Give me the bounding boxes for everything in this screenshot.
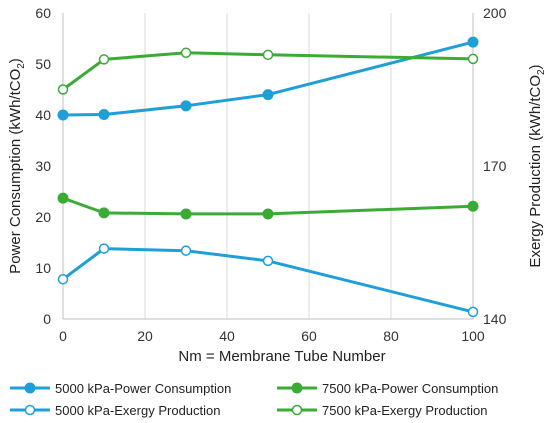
data-point bbox=[467, 306, 479, 318]
data-point bbox=[57, 192, 69, 204]
data-point bbox=[98, 207, 110, 219]
y-left-tick-label: 10 bbox=[35, 260, 51, 276]
legend-marker bbox=[291, 382, 303, 394]
x-tick-label: 100 bbox=[461, 328, 485, 344]
legend-label: 7500 kPa-Power Consumption bbox=[322, 381, 498, 396]
data-point bbox=[180, 100, 192, 112]
x-tick-label: 20 bbox=[137, 328, 153, 344]
x-tick-label: 60 bbox=[301, 328, 317, 344]
series-3 bbox=[57, 243, 479, 318]
legend-label: 7500 kPa-Exergy Production bbox=[322, 403, 487, 418]
y-left-tick-label: 40 bbox=[35, 107, 51, 123]
y-left-tick-label: 60 bbox=[35, 5, 51, 21]
y-left-axis-title: Power Consumption (kWh/tCO2) bbox=[7, 58, 27, 274]
legend-label: 5000 kPa-Power Consumption bbox=[55, 381, 231, 396]
x-axis-title: Nm = Membrane Tube Number bbox=[178, 348, 385, 365]
legend-item: 5000 kPa-Power Consumption bbox=[10, 381, 231, 396]
data-point bbox=[467, 200, 479, 212]
legend-item: 7500 kPa-Exergy Production bbox=[277, 403, 487, 418]
data-point bbox=[262, 89, 274, 101]
series-1 bbox=[57, 36, 479, 121]
data-point bbox=[180, 208, 192, 220]
data-point bbox=[57, 109, 69, 121]
legend-label: 5000 kPa-Exergy Production bbox=[55, 403, 220, 418]
y-right-tick-label: 170 bbox=[483, 158, 507, 174]
data-point bbox=[57, 84, 69, 95]
data-point bbox=[180, 245, 192, 256]
y-right-tick-label: 140 bbox=[483, 311, 507, 327]
legend-item: 5000 kPa-Exergy Production bbox=[10, 403, 220, 418]
data-point bbox=[467, 53, 479, 65]
tick-labels: 0 20 40 60 80 100 0 10 20 30 40 50 60 140 170 200 bbox=[35, 5, 506, 344]
x-tick-label: 0 bbox=[59, 328, 67, 344]
x-tick-label: 80 bbox=[383, 328, 399, 344]
series-4 bbox=[57, 47, 479, 95]
y-right-axis-title: Exergy Production (kWh/tCO2) bbox=[527, 64, 547, 267]
series bbox=[57, 36, 479, 318]
y-left-tick-label: 50 bbox=[35, 56, 51, 72]
data-point bbox=[262, 49, 274, 61]
x-tick-label: 40 bbox=[219, 328, 235, 344]
legend-marker bbox=[24, 404, 36, 416]
y-left-tick-label: 20 bbox=[35, 209, 51, 225]
data-point bbox=[98, 243, 110, 254]
data-point bbox=[262, 255, 274, 267]
legend: 5000 kPa-Power Consumption 7500 kPa-Power… bbox=[10, 381, 498, 418]
series-2 bbox=[57, 192, 479, 220]
data-point bbox=[467, 36, 479, 48]
legend-marker bbox=[24, 382, 36, 394]
y-right-tick-label: 200 bbox=[483, 5, 507, 21]
data-point bbox=[98, 54, 110, 65]
y-left-tick-label: 0 bbox=[43, 311, 51, 327]
data-point bbox=[57, 273, 69, 285]
data-point bbox=[98, 108, 110, 120]
legend-item: 7500 kPa-Power Consumption bbox=[277, 381, 498, 396]
y-left-tick-label: 30 bbox=[35, 158, 51, 174]
legend-marker bbox=[291, 404, 303, 416]
data-point bbox=[262, 208, 274, 220]
data-point bbox=[180, 47, 192, 59]
